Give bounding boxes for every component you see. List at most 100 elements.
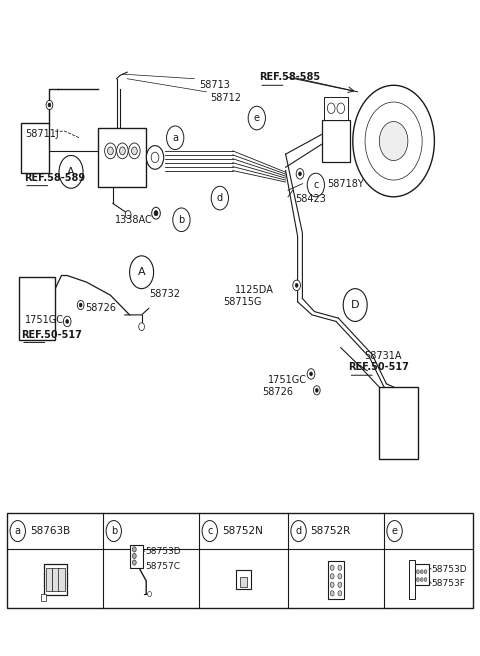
Circle shape [132, 560, 136, 565]
Circle shape [307, 369, 315, 379]
Circle shape [48, 103, 51, 107]
Circle shape [365, 102, 422, 180]
Circle shape [417, 577, 420, 581]
Bar [409, 560, 415, 600]
Circle shape [315, 388, 318, 392]
Circle shape [125, 211, 131, 218]
Circle shape [66, 319, 69, 323]
Circle shape [108, 147, 113, 155]
Circle shape [139, 323, 144, 331]
Text: 58726: 58726 [85, 303, 117, 314]
Text: 58711J: 58711J [25, 129, 59, 140]
Circle shape [132, 147, 137, 155]
Text: d: d [296, 526, 301, 536]
Circle shape [132, 554, 136, 559]
Text: REF.58-589: REF.58-589 [24, 173, 85, 183]
Circle shape [338, 573, 342, 579]
Text: a: a [15, 526, 21, 536]
Text: b: b [110, 526, 117, 536]
Circle shape [129, 143, 140, 159]
Circle shape [105, 143, 116, 159]
Circle shape [353, 85, 434, 197]
Circle shape [132, 547, 136, 552]
Text: c: c [207, 526, 213, 536]
Circle shape [330, 590, 334, 596]
Bar [44, 564, 67, 596]
Text: 58752R: 58752R [311, 526, 351, 536]
Circle shape [330, 573, 334, 579]
Bar [21, 123, 29, 173]
Bar [19, 277, 29, 340]
Text: A: A [67, 167, 75, 177]
Bar [379, 387, 389, 459]
Text: 58753F: 58753F [432, 579, 466, 588]
Text: 1751GC: 1751GC [25, 315, 64, 325]
Text: 58763B: 58763B [30, 526, 70, 536]
Circle shape [424, 569, 427, 573]
Circle shape [337, 103, 345, 113]
Text: REF.50-517: REF.50-517 [21, 329, 82, 340]
Bar [41, 594, 46, 601]
Circle shape [338, 590, 342, 596]
Circle shape [299, 172, 301, 176]
Text: 58423: 58423 [295, 194, 325, 204]
Circle shape [120, 147, 125, 155]
Bar [19, 277, 55, 340]
Bar [58, 567, 65, 592]
Circle shape [330, 583, 334, 588]
Bar [52, 567, 59, 592]
Text: 1125DA: 1125DA [235, 285, 274, 295]
Circle shape [330, 565, 334, 570]
Circle shape [63, 316, 71, 327]
Text: A: A [138, 267, 145, 277]
Circle shape [151, 152, 159, 163]
Text: d: d [217, 193, 223, 203]
Text: e: e [254, 113, 260, 123]
Bar [21, 123, 49, 173]
Circle shape [211, 186, 228, 210]
Circle shape [146, 146, 164, 169]
Text: a: a [172, 133, 178, 143]
Circle shape [296, 169, 304, 179]
Text: 1338AC: 1338AC [115, 215, 153, 225]
Circle shape [307, 173, 324, 197]
Circle shape [417, 569, 420, 573]
Circle shape [420, 569, 423, 573]
Circle shape [106, 521, 121, 542]
Circle shape [152, 207, 160, 219]
Circle shape [117, 143, 128, 159]
Circle shape [10, 521, 25, 542]
Text: 58726: 58726 [263, 387, 294, 398]
Circle shape [338, 565, 342, 570]
Bar [379, 387, 418, 459]
Circle shape [173, 208, 190, 232]
Text: 1751GC: 1751GC [268, 375, 307, 386]
Circle shape [387, 521, 402, 542]
Circle shape [46, 100, 53, 110]
Text: 58715G: 58715G [224, 297, 262, 308]
Text: 58731A: 58731A [364, 350, 401, 361]
Circle shape [338, 583, 342, 588]
Circle shape [327, 103, 335, 113]
Text: e: e [392, 526, 397, 536]
Circle shape [59, 155, 83, 188]
Circle shape [310, 372, 312, 376]
Text: 58752N: 58752N [222, 526, 263, 536]
Circle shape [293, 280, 300, 291]
Circle shape [295, 283, 298, 287]
Text: 58718Y: 58718Y [327, 178, 364, 189]
Bar [46, 567, 52, 592]
Text: 58732: 58732 [149, 289, 180, 299]
Circle shape [148, 592, 152, 597]
Bar [240, 577, 247, 588]
Bar [98, 128, 146, 187]
Text: REF.58-585: REF.58-585 [259, 72, 320, 83]
Bar [324, 96, 348, 119]
Bar [415, 564, 430, 585]
Bar [7, 513, 473, 608]
Circle shape [291, 521, 306, 542]
Text: 58713: 58713 [199, 79, 230, 90]
Text: b: b [178, 215, 185, 225]
Text: 58757C: 58757C [145, 562, 180, 571]
Bar [236, 569, 251, 589]
